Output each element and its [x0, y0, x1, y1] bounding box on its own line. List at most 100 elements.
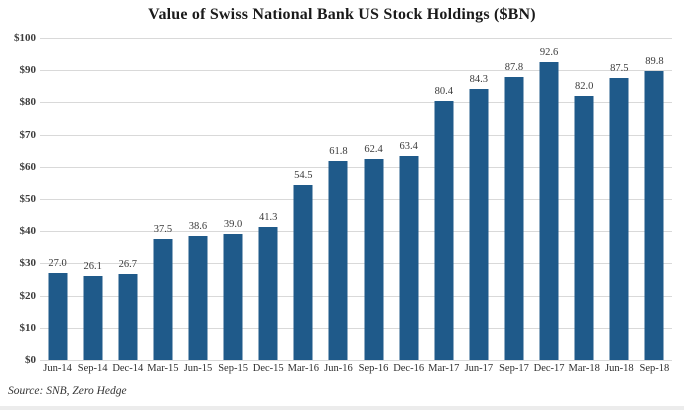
bar-value-label: 54.5: [294, 169, 313, 181]
x-tick-label: Sep-17: [499, 363, 529, 374]
bar-slot: 82.0: [567, 38, 602, 360]
bar-slot: 27.0: [40, 38, 75, 360]
gridline: [40, 199, 672, 200]
bar-slot: 62.4: [356, 38, 391, 360]
bar-value-label: 62.4: [364, 144, 383, 156]
bar: [223, 234, 243, 360]
bar-slot: 38.6: [180, 38, 215, 360]
bar-slot: 26.7: [110, 38, 145, 360]
bar-value-label: 63.4: [399, 140, 418, 152]
x-tick-label: Dec-16: [393, 363, 425, 374]
bar: [258, 227, 278, 360]
x-tick-label: Dec-14: [112, 363, 144, 374]
x-tick-label: Mar-18: [568, 363, 600, 374]
bar-slot: 80.4: [426, 38, 461, 360]
bar-value-label: 39.0: [223, 219, 243, 231]
x-tick-label: Jun-17: [464, 363, 494, 374]
bar: [644, 70, 664, 360]
y-tick-label: $0: [25, 354, 36, 366]
bar-slot: 92.6: [532, 38, 567, 360]
y-tick-label: $40: [19, 225, 37, 238]
bar-slot: 26.1: [75, 38, 110, 360]
y-tick-label: $60: [19, 160, 37, 173]
bar-value-label: 38.6: [188, 220, 208, 232]
bar-slot: 54.5: [286, 38, 321, 360]
gridline: [40, 231, 672, 233]
bar-slot: 39.0: [216, 38, 251, 360]
bar-value-label: 87.5: [610, 63, 629, 75]
bar-value-label: 84.3: [469, 73, 489, 85]
bars-layer: 27.0 26.1 26.7 37.5 38.6 39.0 41.3 54.5 61.8 62.4…: [40, 38, 672, 360]
x-tick-label: Jun-14: [43, 363, 72, 374]
x-tick-label: Jun-18: [605, 363, 634, 374]
gridline: [40, 360, 672, 361]
chart-title: Value of Swiss National Bank US Stock Ho…: [148, 6, 536, 23]
bar-value-label: 61.8: [329, 146, 348, 158]
gridline: [40, 263, 672, 265]
bar-value-label: 41.3: [259, 212, 278, 224]
bar-slot: 37.5: [145, 38, 180, 360]
bar-value-label: 37.5: [153, 224, 173, 236]
bar: [118, 274, 138, 360]
gridline: [40, 166, 672, 168]
gridline: [40, 295, 672, 297]
plot-area: 27.0 26.1 26.7 37.5 38.6 39.0 41.3 54.5 61.8 62.4…: [40, 38, 672, 361]
x-tick-label: Jun-16: [324, 363, 353, 374]
bar: [188, 235, 208, 360]
bar-slot: 87.8: [496, 38, 531, 360]
bar: [469, 88, 489, 360]
bar: [504, 77, 524, 360]
x-tick-label: Sep-14: [77, 363, 108, 374]
bar: [83, 275, 103, 360]
bar-value-label: 89.8: [645, 55, 664, 67]
gridline: [40, 38, 672, 39]
bar-slot: 87.5: [602, 38, 637, 360]
x-tick-label: Jun-15: [183, 363, 213, 374]
gridline: [40, 134, 672, 136]
bar: [434, 101, 454, 360]
x-tick-label: Mar-15: [147, 363, 179, 374]
bar-value-label: 26.1: [83, 260, 102, 272]
x-tick-label: Mar-16: [287, 363, 319, 374]
bar-value-label: 82.0: [575, 80, 594, 92]
bar: [399, 155, 419, 360]
gridline: [40, 102, 672, 104]
bar: [574, 95, 594, 360]
gridline: [40, 327, 672, 329]
bar-slot: 84.3: [461, 38, 496, 360]
bar-value-label: 80.4: [434, 86, 453, 98]
bar: [364, 159, 384, 360]
bar-value-label: 27.0: [48, 258, 67, 270]
bar: [539, 61, 559, 360]
bar: [609, 78, 629, 360]
bar-value-label: 87.8: [504, 62, 524, 74]
bar: [328, 161, 348, 360]
bottom-edge-strip: [0, 406, 684, 410]
x-tick-label: Dec-15: [252, 363, 284, 374]
bar-value-label: 92.6: [539, 46, 559, 58]
bar: [153, 239, 173, 360]
bar-slot: 89.8: [637, 38, 672, 360]
bar-value-label: 26.7: [118, 259, 137, 271]
bar-slot: 61.8: [321, 38, 356, 360]
x-tick-label: Sep-18: [639, 363, 670, 374]
x-axis-labels: Jun-14 Sep-14 Dec-14 Mar-15 Jun-15 Sep-15 Dec-…: [40, 363, 672, 374]
y-tick-label: $50: [19, 193, 37, 205]
y-tick-label: $80: [19, 96, 37, 109]
y-tick-label: $30: [19, 257, 37, 270]
y-tick-label: $90: [19, 64, 37, 77]
y-tick-label: $10: [19, 321, 37, 334]
x-tick-label: Sep-16: [358, 363, 389, 374]
source-note: Source: SNB, Zero Hedge: [8, 385, 127, 397]
bar-slot: 63.4: [391, 38, 426, 360]
x-tick-label: Sep-15: [218, 363, 248, 374]
bar-slot: 41.3: [251, 38, 286, 360]
x-tick-label: Mar-17: [428, 363, 460, 374]
bar: [48, 273, 68, 360]
x-tick-label: Dec-17: [533, 363, 565, 374]
y-tick-label: $20: [19, 289, 37, 302]
gridline: [40, 70, 672, 72]
y-tick-label: $70: [19, 128, 37, 141]
bar: [293, 184, 313, 360]
